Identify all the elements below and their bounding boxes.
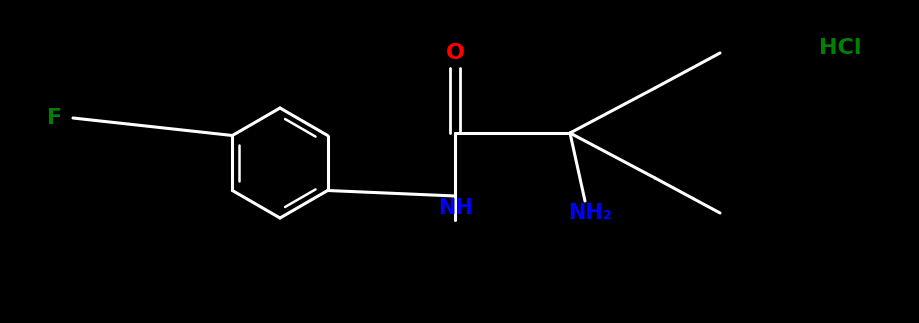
- Text: HCl: HCl: [818, 38, 860, 58]
- Text: NH: NH: [437, 198, 471, 218]
- Text: F: F: [48, 108, 62, 128]
- Text: NH₂: NH₂: [567, 203, 611, 223]
- Text: O: O: [445, 43, 464, 63]
